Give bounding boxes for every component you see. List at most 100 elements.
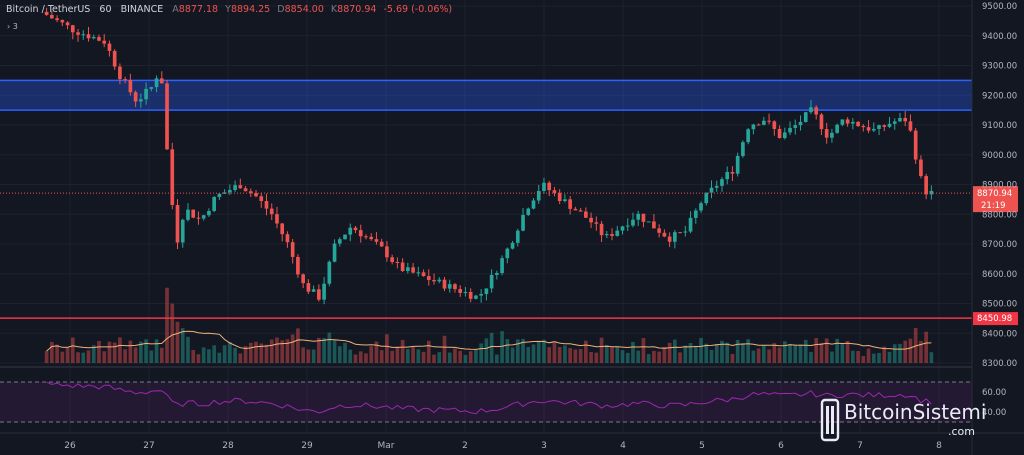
candle-body — [604, 234, 609, 236]
volume-bar — [149, 350, 154, 363]
candle-body — [248, 191, 253, 194]
volume-bar — [793, 344, 798, 363]
price-tick-label: 9200.00 — [982, 91, 1017, 101]
candle-body — [144, 88, 148, 100]
time-tick-label: 3 — [541, 441, 547, 451]
candle-body — [50, 14, 54, 19]
last-price-tag — [973, 186, 1018, 213]
volume-bar — [589, 351, 593, 363]
exchange: BINANCE — [120, 4, 164, 15]
candle-body — [364, 236, 368, 238]
candle-body — [395, 261, 400, 263]
symbol-legend: Bitcoin / TetherUS 60 BINANCE A8877.18 Y… — [6, 4, 453, 15]
candle-body — [159, 78, 164, 84]
candle-body — [599, 223, 604, 236]
candle-body — [793, 125, 798, 128]
volume-bar — [196, 354, 201, 363]
price-tick-label: 9000.00 — [982, 151, 1017, 161]
candle-body — [762, 120, 766, 125]
rsi-tick-label: 40.00 — [982, 408, 1006, 418]
volume-bar — [678, 352, 682, 363]
candle-body — [107, 43, 112, 51]
candle-body — [782, 132, 787, 139]
candle-body — [536, 190, 541, 201]
volume-bar — [526, 346, 531, 363]
indicators-toggle[interactable]: › 3 — [7, 22, 18, 31]
volume-bar — [704, 343, 709, 363]
volume-bar — [505, 339, 510, 363]
candle-body — [767, 120, 771, 122]
indicator-count: 3 — [12, 22, 18, 31]
volume-bar — [139, 341, 143, 363]
candle-body — [379, 241, 384, 247]
volume-bar — [458, 350, 463, 363]
candle-body — [929, 190, 934, 195]
volume-bar — [495, 354, 499, 363]
volume-bar — [547, 347, 552, 363]
interval[interactable]: 60 — [99, 4, 112, 15]
volume-bar — [725, 342, 730, 363]
volume-bar — [432, 354, 436, 363]
candle-body — [693, 210, 698, 218]
candle-body — [353, 227, 358, 231]
candle-body — [646, 221, 651, 223]
candle-body — [474, 295, 478, 299]
watermark-logo: BitcoinSistemi .com — [816, 398, 1016, 448]
volume-bar — [248, 342, 253, 363]
low-value: 8854.00 — [284, 4, 324, 15]
rsi-line — [46, 381, 932, 415]
candle-body — [259, 196, 264, 202]
candle-body — [521, 214, 525, 231]
candle-body — [212, 197, 216, 211]
grid — [0, 0, 972, 432]
volume-bar — [735, 340, 740, 363]
price-tick-label: 8300.00 — [982, 359, 1017, 369]
candle-body — [280, 223, 285, 235]
volume-bar — [741, 343, 745, 363]
volume-bar — [604, 344, 609, 363]
candle-body — [447, 284, 452, 289]
candle-body — [186, 209, 190, 220]
volume-bar — [76, 352, 80, 363]
candle-body — [772, 121, 777, 129]
volume-bar — [699, 337, 703, 363]
volume-bar — [620, 350, 625, 363]
candle-body — [892, 121, 897, 124]
candle-body — [683, 231, 688, 233]
volume-bar — [180, 328, 185, 363]
candle-body — [421, 272, 426, 277]
candle-body — [495, 273, 499, 275]
candle-body — [924, 176, 928, 195]
volume-bar — [856, 351, 860, 363]
candle-body — [453, 284, 457, 290]
open-value: 8877.18 — [178, 4, 219, 15]
rsi-tick-label: 60.00 — [982, 388, 1006, 398]
volume-bar — [191, 349, 196, 363]
volume-bar — [594, 352, 599, 363]
volume-bar — [709, 349, 714, 363]
candle-body — [563, 199, 567, 202]
candle-body — [557, 192, 562, 202]
volume-bar — [296, 328, 300, 363]
candle-body — [343, 234, 347, 240]
candle-body — [824, 129, 829, 138]
volume-bar — [662, 346, 667, 363]
candle-body — [908, 121, 913, 131]
volume-bar — [186, 336, 190, 363]
candle-body — [70, 25, 75, 33]
candle-body — [887, 123, 892, 127]
candle-body — [196, 217, 201, 219]
candle-body — [337, 239, 342, 244]
volume-bar — [798, 344, 803, 363]
candle-body — [400, 262, 405, 272]
candle-body — [589, 217, 593, 223]
candle-body — [437, 279, 442, 282]
candle-body — [877, 125, 881, 129]
volume-bar — [65, 347, 70, 363]
candle-body — [91, 37, 96, 39]
volume-bar — [254, 341, 258, 363]
volume-bar — [217, 352, 222, 363]
candle-body — [139, 99, 143, 102]
